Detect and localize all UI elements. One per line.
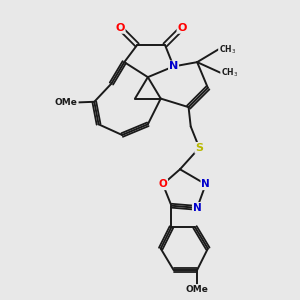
Text: CH$_3$: CH$_3$ [219, 43, 236, 56]
Text: N: N [193, 203, 202, 213]
Text: N: N [169, 61, 178, 71]
Text: O: O [158, 179, 167, 189]
Text: N: N [201, 179, 210, 189]
Text: S: S [195, 143, 203, 153]
Text: OMe: OMe [55, 98, 78, 107]
Text: O: O [115, 23, 125, 33]
Text: O: O [178, 23, 187, 33]
Text: OMe: OMe [186, 285, 208, 294]
Text: CH$_3$: CH$_3$ [221, 67, 238, 79]
